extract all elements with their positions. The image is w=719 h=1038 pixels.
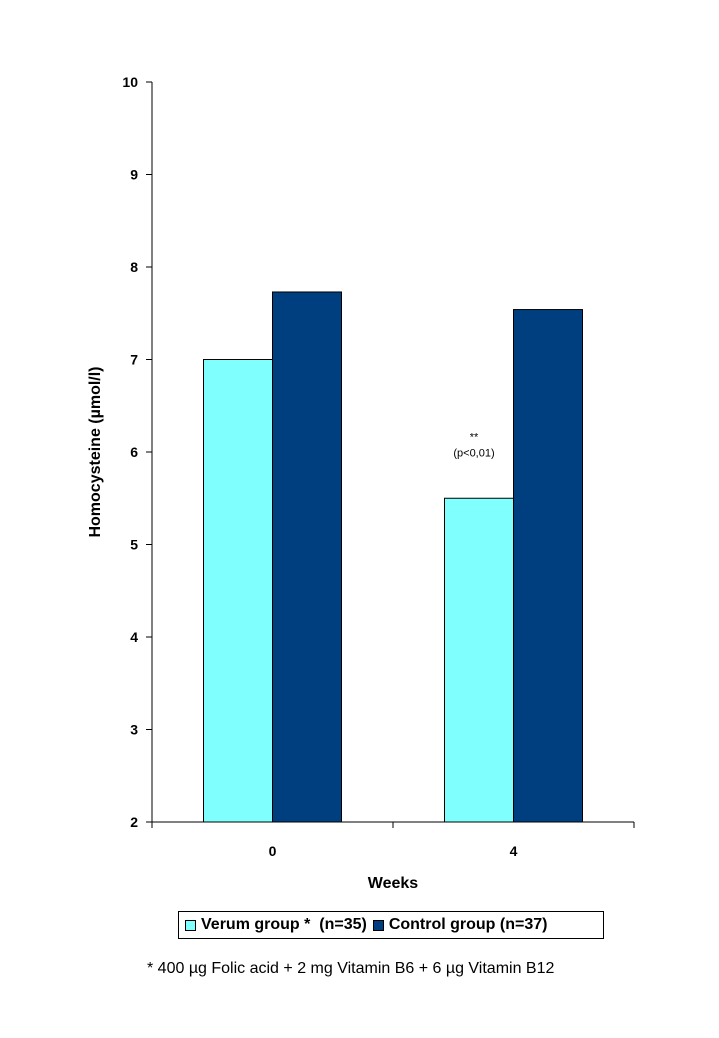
x-tick-label-0: 0 bbox=[269, 843, 277, 859]
significance-annotation: ** (p<0,01) bbox=[453, 431, 494, 459]
footnote: * 400 µg Folic acid + 2 mg Vitamin B6 + … bbox=[147, 960, 555, 977]
bar-control-week-4 bbox=[513, 309, 583, 823]
bars-group bbox=[203, 291, 583, 823]
legend-item-control: Control group (n=37) bbox=[372, 916, 548, 934]
x-axis-title: Weeks bbox=[368, 875, 419, 892]
significance-pvalue: (p<0,01) bbox=[453, 447, 494, 459]
y-axis-ticks: 2 3 4 5 6 7 8 9 10 bbox=[122, 74, 152, 830]
bar-verum-week-4 bbox=[444, 497, 514, 823]
y-tick-label: 8 bbox=[130, 259, 138, 275]
y-tick-label: 2 bbox=[130, 814, 138, 830]
y-tick-label: 7 bbox=[130, 352, 138, 368]
legend-label-control: Control group (n=37) bbox=[388, 916, 548, 933]
bar-control-week-0 bbox=[272, 291, 342, 823]
y-tick-label: 5 bbox=[130, 537, 138, 553]
legend-swatch-verum bbox=[185, 919, 196, 931]
y-tick-label: 9 bbox=[130, 167, 138, 183]
y-tick-label: 3 bbox=[130, 722, 138, 738]
y-tick-label: 10 bbox=[122, 74, 138, 90]
legend: Verum group * (n=35) Control group (n=37… bbox=[178, 911, 604, 939]
x-tick-label-4: 4 bbox=[510, 843, 518, 859]
significance-stars: ** bbox=[470, 431, 479, 443]
y-tick-label: 4 bbox=[130, 629, 138, 645]
y-axis-title: Homocysteine (µmol/l) bbox=[87, 366, 104, 537]
y-tick-label: 6 bbox=[130, 444, 138, 460]
legend-label-verum: Verum group * (n=35) bbox=[201, 916, 367, 933]
legend-swatch-control bbox=[372, 919, 384, 931]
legend-item-verum: Verum group * (n=35) bbox=[185, 916, 367, 934]
bar-verum-week-0 bbox=[203, 359, 273, 823]
